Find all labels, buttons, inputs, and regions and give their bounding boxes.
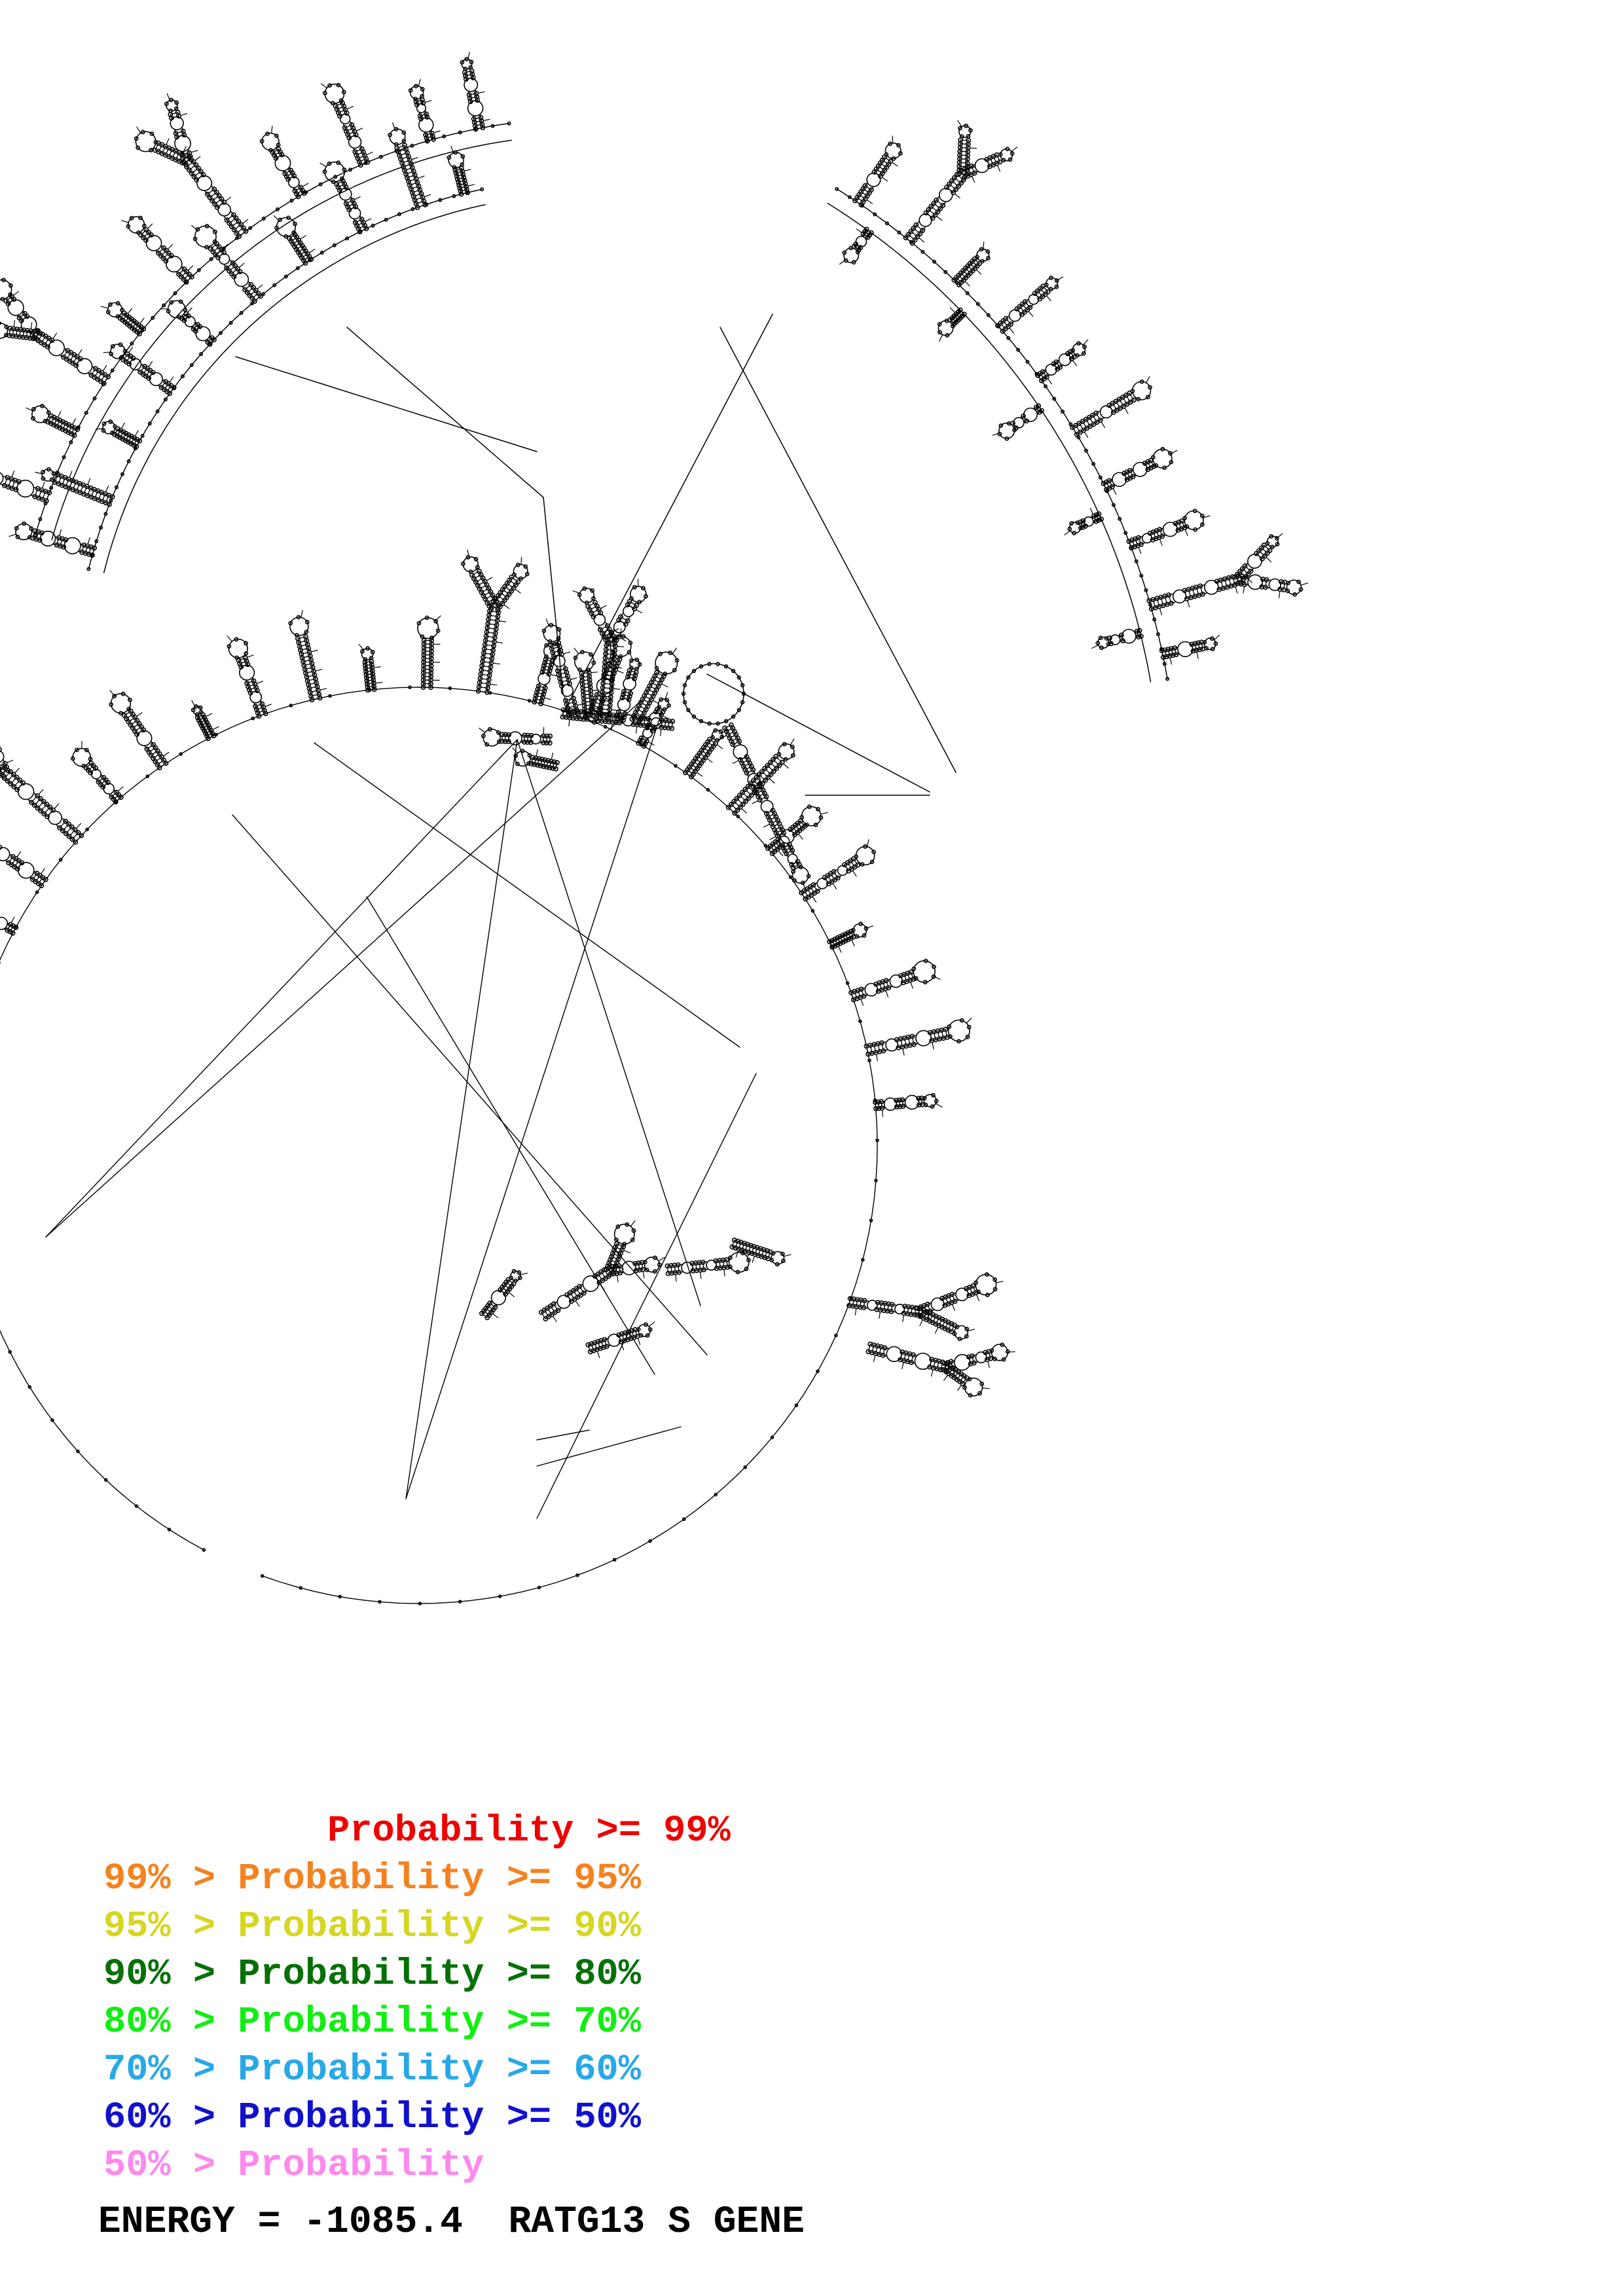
legend-row-80: 90% > Probability >= 80% — [103, 1954, 641, 1996]
legend-row-under50: 50% > Probability — [103, 2145, 484, 2187]
legend-row-70: 80% > Probability >= 70% — [103, 2001, 641, 2043]
legend-row-50: 60% > Probability >= 50% — [103, 2097, 641, 2139]
legend-row-99: Probability >= 99% — [103, 1810, 731, 1852]
probability-legend: Probability >= 99% 99% > Probability >= … — [0, 1808, 1623, 2190]
structure-canvas — [0, 52, 1309, 1605]
legend-row-90: 95% > Probability >= 90% — [103, 1906, 641, 1948]
legend-row-95: 99% > Probability >= 95% — [103, 1858, 641, 1900]
legend-row-60: 70% > Probability >= 60% — [103, 2049, 641, 2091]
energy-footer: ENERGY = -1085.4 RATG13 S GENE — [98, 2201, 805, 2244]
structure-root — [0, 52, 1309, 1605]
rna-structure-plot — [0, 52, 1309, 1605]
